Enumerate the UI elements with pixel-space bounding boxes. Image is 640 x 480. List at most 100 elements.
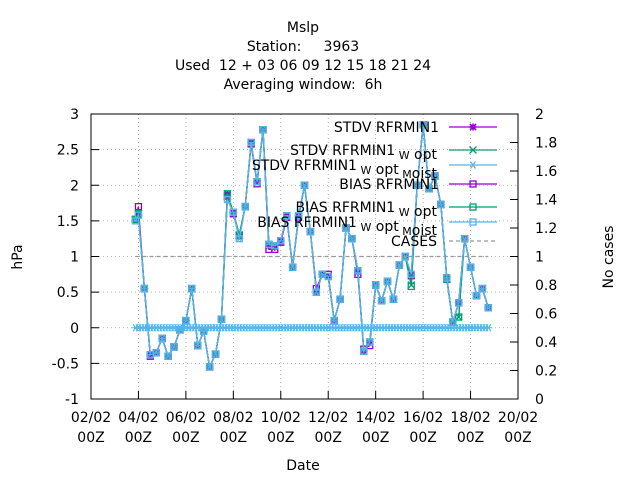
x-tick-label: 16/02 (403, 410, 443, 426)
y2-tick-label: 0 (535, 392, 544, 408)
point-marker (407, 270, 415, 278)
point-marker (170, 343, 178, 351)
y-tick-label: 2 (70, 178, 79, 194)
point-marker (271, 243, 279, 251)
legend-label-part: BIAS RFRMIN1 (295, 200, 395, 216)
y-tick-label: 0.5 (57, 285, 79, 301)
chart-title-line3: Used 12 + 03 06 09 12 15 18 21 24 (175, 58, 431, 74)
point-marker (354, 267, 362, 275)
y2-tick-label: 2 (535, 107, 544, 123)
point-marker (395, 261, 404, 269)
point-marker (377, 297, 386, 305)
point-marker (188, 284, 196, 293)
y-tick-label: 0 (70, 321, 79, 337)
point-marker (164, 352, 172, 360)
legend-label-part: opt (371, 219, 399, 235)
point-marker (469, 203, 477, 211)
x-tick-label: 10/02 (261, 410, 301, 426)
x-tick-label: 00Z (315, 430, 342, 446)
legend-label-part: M (399, 225, 412, 238)
legend-label-part: CASES (391, 234, 437, 250)
legend-label-part: M (399, 168, 412, 181)
point-marker (360, 347, 368, 355)
point-marker (466, 263, 475, 271)
legend-label-part: opt (410, 147, 438, 163)
point-marker (211, 350, 220, 358)
point-marker (449, 318, 457, 326)
point-marker (425, 185, 433, 193)
x-tick-label: 00Z (457, 430, 484, 446)
point-marker (469, 146, 477, 154)
point-marker (460, 235, 469, 243)
x-tick-label: 00Z (125, 430, 152, 446)
x-tick-label: 14/02 (355, 410, 395, 426)
point-marker (205, 363, 214, 371)
x-tick-label: 20/02 (498, 410, 538, 426)
series-line (134, 124, 489, 370)
legend-label: BIAS RFRMIN1 W opt (295, 200, 437, 220)
series-bias_w_opt_m_oist (131, 121, 492, 371)
legend-label-part: STDV RFRMIN1 (334, 120, 439, 136)
legend-label-part: W (357, 164, 371, 177)
x-tick-label: 00Z (77, 430, 104, 446)
y2-tick-label: 1.4 (535, 193, 557, 209)
legend-label: BIAS RFRMIN1 (339, 177, 439, 193)
point-marker (330, 316, 338, 325)
point-marker (484, 304, 492, 312)
legend-label-part: W (395, 206, 409, 219)
point-marker (366, 338, 374, 346)
point-marker (271, 242, 279, 250)
x-tick-label: 12/02 (308, 410, 348, 426)
y2-tick-label: 0.4 (535, 335, 557, 351)
y-tick-label: 1 (70, 250, 79, 266)
legend-label-part: opt (371, 162, 399, 178)
series-layer (131, 120, 493, 371)
y-axis-label: hPa (10, 244, 26, 269)
legend-entry: BIAS RFRMIN1 W opt (295, 200, 497, 220)
point-marker (469, 123, 477, 131)
point-marker (443, 274, 451, 282)
point-marker (336, 295, 344, 303)
point-marker (484, 323, 493, 332)
y2-axis-label: No cases (601, 226, 617, 289)
x-tick-label: 00Z (172, 430, 199, 446)
chart-title-line2: Station: 3963 (247, 39, 359, 55)
point-marker (372, 281, 380, 289)
legend-entry: BIAS RFRMIN1 (339, 177, 497, 193)
point-marker (312, 288, 321, 296)
point-marker (306, 227, 315, 236)
point-marker (478, 284, 487, 293)
legend-label-part: STDV RFRMIN1 (252, 158, 357, 174)
y-tick-label: 3 (70, 107, 79, 123)
point-marker (241, 202, 249, 211)
point-marker (288, 263, 297, 271)
legend-entry: STDV RFRMIN1 W opt Moist (252, 158, 497, 182)
point-marker (277, 237, 285, 245)
point-marker (217, 315, 226, 323)
x-tick-label: 18/02 (450, 410, 490, 426)
legend-label-part: opt (410, 204, 438, 220)
y-tick-label: -0.5 (52, 356, 79, 372)
point-marker (455, 299, 463, 307)
y2-axis-ticks: 0 0.2 0.4 0.6 0.8 1 1.2 1.4 1.6 1.8 2 (510, 107, 557, 408)
y2-tick-label: 1.2 (535, 221, 557, 237)
legend-entry: STDV RFRMIN1 W opt (290, 143, 497, 163)
point-marker (469, 218, 477, 226)
legend-entry: STDV RFRMIN1 (334, 120, 497, 136)
y-tick-label: 1.5 (57, 214, 79, 230)
point-marker (283, 212, 291, 220)
y-axis-ticks: -1 -0.5 0 0.5 1 1.5 2 2.5 3 (52, 107, 99, 408)
legend-entry: BIAS RFRMIN1 W opt Moist (257, 215, 497, 239)
legend-label: STDV RFRMIN1 W opt (290, 143, 437, 163)
point-marker (348, 235, 356, 243)
x-tick-label: 02/02 (71, 410, 111, 426)
y2-tick-label: 0.2 (535, 364, 557, 380)
point-marker (134, 211, 143, 219)
point-marker (194, 341, 202, 350)
point-marker (342, 224, 350, 232)
point-marker (431, 172, 439, 180)
point-marker (247, 138, 255, 147)
point-marker (259, 126, 267, 134)
